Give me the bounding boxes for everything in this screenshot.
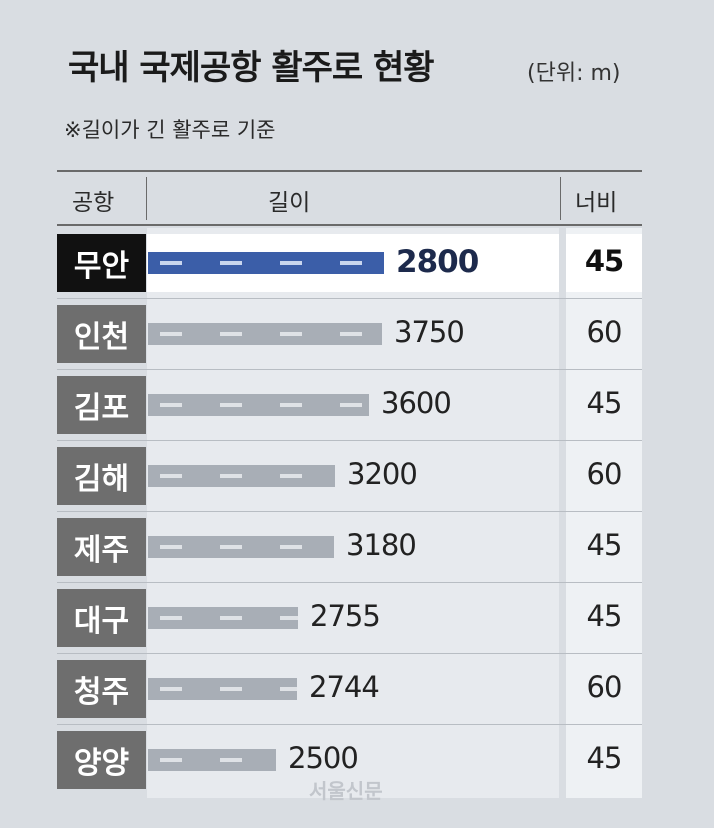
runway-dash <box>148 261 384 265</box>
row-divider <box>57 298 642 299</box>
runway-dash <box>148 616 298 620</box>
runway-dash <box>148 474 335 478</box>
runway-dash <box>148 545 334 549</box>
airport-label: 인천 <box>57 305 146 363</box>
header-length: 길이 <box>268 190 311 216</box>
header-separator <box>146 177 147 220</box>
row-divider <box>57 511 642 512</box>
bar-value-label: 2744 <box>309 670 380 704</box>
unit-label: (단위: m) <box>527 61 621 86</box>
width-value: 45 <box>586 741 623 775</box>
row-divider <box>57 582 642 583</box>
highlight-width-band <box>566 234 642 292</box>
runway-dash <box>148 403 369 407</box>
chart-title: 국내 국제공항 활주로 현황 <box>68 48 435 88</box>
bar-value-label: 3200 <box>347 457 418 491</box>
width-value: 45 <box>586 599 623 633</box>
bar-value-label: 2755 <box>310 599 381 633</box>
header-bottom-line <box>57 224 642 226</box>
bar <box>148 749 276 771</box>
runway-dash <box>148 332 382 336</box>
bar <box>148 252 384 274</box>
width-value: 45 <box>584 244 624 278</box>
header-airport: 공항 <box>72 190 115 216</box>
width-value: 45 <box>586 528 623 562</box>
width-value: 60 <box>586 457 623 491</box>
row-divider <box>57 653 642 654</box>
header-width: 너비 <box>575 190 618 216</box>
airport-label: 김해 <box>57 447 146 505</box>
title-block: 국내 국제공항 활주로 현황 <box>68 40 435 89</box>
width-column <box>566 228 642 798</box>
header-separator <box>560 177 561 220</box>
bar-value-label: 3180 <box>346 528 417 562</box>
row-divider <box>57 724 642 725</box>
bar <box>148 607 298 629</box>
bar <box>148 536 334 558</box>
airport-label: 양양 <box>57 731 146 789</box>
airport-label: 김포 <box>57 376 146 434</box>
chart-area <box>147 228 559 798</box>
bar <box>148 394 369 416</box>
header-top-line <box>57 170 642 172</box>
width-value: 60 <box>586 670 623 704</box>
bar-value-label: 3750 <box>394 315 465 349</box>
airport-label: 대구 <box>57 589 146 647</box>
bar <box>148 323 382 345</box>
watermark-logo: 서울신문 <box>309 779 383 803</box>
bar <box>148 678 297 700</box>
bar <box>148 465 335 487</box>
airport-label: 무안 <box>57 234 146 292</box>
airport-label: 제주 <box>57 518 146 576</box>
bar-value-label: 2500 <box>288 741 359 775</box>
row-divider <box>57 369 642 370</box>
bar-value-label: 3600 <box>381 386 452 420</box>
bar-value-label: 2800 <box>396 244 479 280</box>
runway-dash <box>148 758 276 762</box>
row-divider <box>57 440 642 441</box>
airport-label: 청주 <box>57 660 146 718</box>
runway-dash <box>148 687 297 691</box>
width-value: 45 <box>586 386 623 420</box>
chart-subtitle: ※길이가 긴 활주로 기준 <box>64 118 276 142</box>
width-value: 60 <box>586 315 623 349</box>
